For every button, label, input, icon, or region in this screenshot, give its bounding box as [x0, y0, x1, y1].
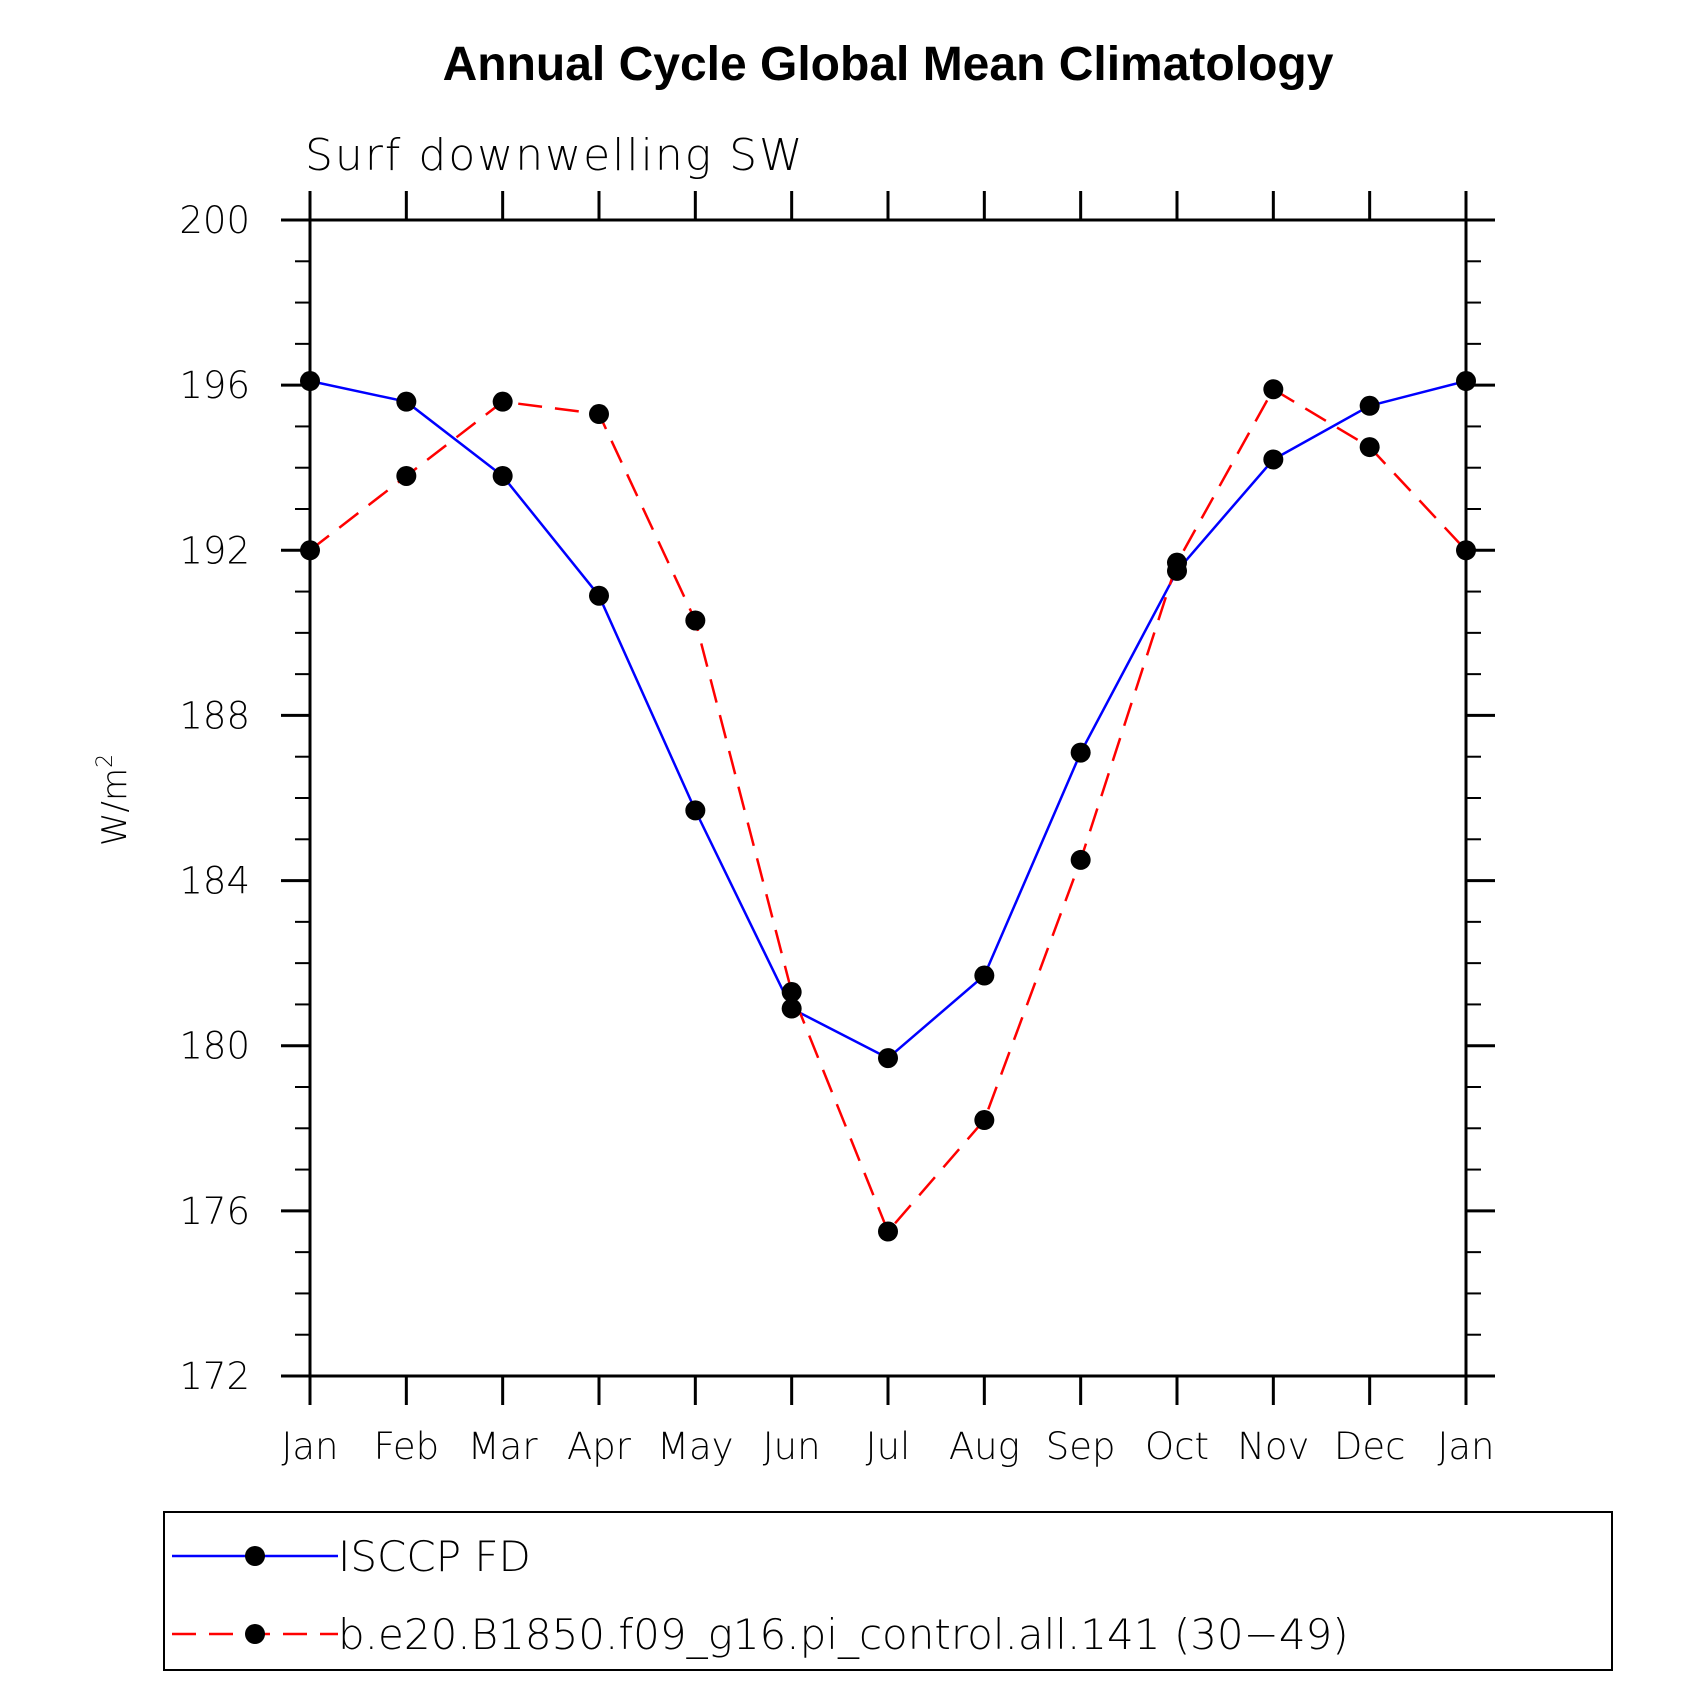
y-tick-label: 200 [179, 199, 250, 242]
legend-marker-2 [245, 1624, 265, 1644]
x-tick-label: Mar [468, 1425, 539, 1468]
series-1-point [1456, 371, 1476, 392]
x-tick-label: Apr [567, 1425, 632, 1468]
x-tick-label: Oct [1145, 1425, 1209, 1468]
y-tick-label: 196 [179, 364, 250, 407]
x-tick-label: Aug [949, 1425, 1020, 1468]
legend-label-1: ISCCP FD [338, 1532, 531, 1581]
series-2-point [781, 982, 802, 1003]
y-axis-label-superscript: 2 [93, 754, 118, 768]
series-2-point [589, 404, 609, 425]
y-tick-label: 184 [179, 860, 250, 903]
series-1-point [974, 965, 995, 986]
x-tick-label: Feb [374, 1425, 440, 1468]
series-2-point [1263, 379, 1284, 400]
series-2-point [974, 1110, 995, 1131]
x-tick-label: Jan [281, 1425, 338, 1468]
x-tick-label: Sep [1046, 1425, 1116, 1468]
chart-title: Annual Cycle Global Mean Climatology [443, 38, 1334, 91]
y-tick-label: 192 [179, 529, 250, 572]
x-tick-label: Jul [866, 1425, 911, 1468]
series-1-point [1070, 742, 1091, 763]
x-tick-label: Dec [1334, 1425, 1406, 1468]
legend-label-2: b.e20.B1850.f09_g16.pi_control.all.141 (… [338, 1610, 1349, 1659]
legend-items: ISCCP FD b.e20.B1850.f09_g16.pi_control.a… [172, 1532, 1349, 1659]
legend: ISCCP FD b.e20.B1850.f09_g16.pi_control.a… [163, 1511, 1613, 1671]
y-axis-label: W/m2 [93, 754, 135, 846]
series-2-point [878, 1221, 898, 1242]
y-axis-label-base: W/m [95, 768, 135, 846]
series-1-point [685, 800, 706, 821]
series-1-point [589, 585, 609, 606]
x-tick-label: Nov [1237, 1425, 1309, 1468]
series-layer [300, 371, 1476, 1242]
series-1-point [396, 391, 417, 412]
y-tick-label: 176 [179, 1190, 250, 1233]
y-tick-label: 188 [179, 694, 250, 737]
series-1-point [781, 998, 802, 1019]
y-tick-label: 172 [179, 1355, 250, 1398]
series-1-point [878, 1048, 898, 1069]
series-1-point [1359, 395, 1380, 416]
series-2-point [300, 540, 320, 561]
legend-marker-1 [245, 1546, 265, 1566]
series-line-1 [309, 379, 1467, 1060]
series-line-2 [309, 387, 1467, 1234]
axis-ticks: Jan Feb Mar Apr May Jun Jul Aug Sep Oct Nov Dec Jan 1… [179, 191, 1495, 1468]
series-2-point [396, 465, 417, 486]
x-tick-label: May [657, 1425, 734, 1468]
x-tick-label: Jan [1437, 1425, 1494, 1468]
series-2-point [1167, 552, 1187, 573]
plot-frame [308, 218, 1468, 1378]
series-1-point [300, 371, 320, 392]
legend-box [163, 1511, 1613, 1671]
series-2-point [1456, 540, 1476, 561]
series-2-point [1359, 437, 1380, 458]
chart-subtitle: Surf downwelling SW [305, 130, 805, 181]
series-2-point [685, 610, 706, 631]
x-tick-label: Jun [763, 1425, 821, 1468]
series-2-point [492, 391, 513, 412]
series-2-point [1070, 849, 1091, 870]
series-1-point [492, 465, 513, 486]
y-tick-label: 180 [179, 1025, 250, 1068]
series-1-point [1263, 449, 1284, 470]
